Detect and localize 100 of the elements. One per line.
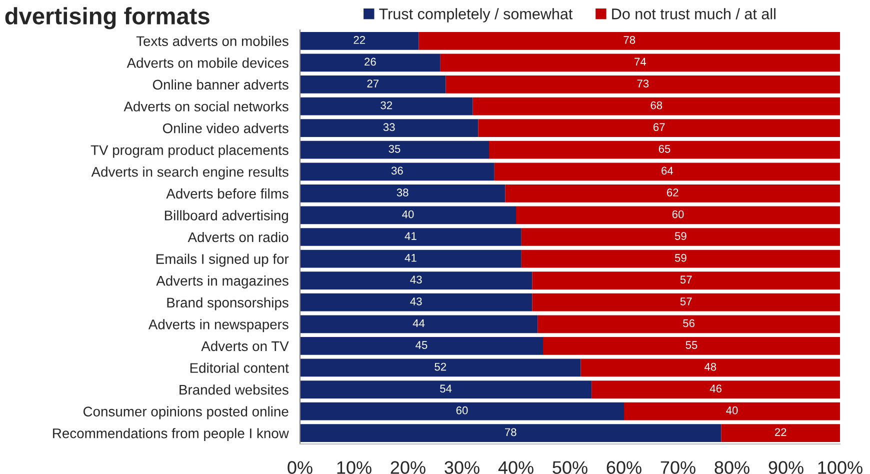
bar xyxy=(624,402,840,420)
bar xyxy=(300,97,473,116)
x-tick-label: 80% xyxy=(714,461,750,474)
data-label: 44 xyxy=(412,319,425,328)
bar xyxy=(494,162,840,181)
x-tick-label: 50% xyxy=(552,461,588,474)
y-tick-label: Adverts in search engine results xyxy=(91,166,288,180)
y-tick-label: Adverts on social networks xyxy=(124,101,288,112)
legend-label: Trust completely / somewhat xyxy=(379,8,573,22)
data-label: 45 xyxy=(416,341,428,349)
x-tick-label: 0% xyxy=(288,461,312,474)
data-label: 38 xyxy=(396,188,408,196)
y-tick-label: Adverts on TV xyxy=(201,340,289,352)
data-label: 41 xyxy=(404,232,416,240)
data-label: 59 xyxy=(674,254,686,262)
bar xyxy=(300,162,494,181)
bar xyxy=(543,337,840,355)
data-label: 43 xyxy=(410,297,422,306)
data-label: 27 xyxy=(367,80,379,88)
data-label: 22 xyxy=(354,36,366,44)
y-tick-label: Adverts on mobile devices xyxy=(126,58,288,68)
bar xyxy=(300,54,440,72)
bar xyxy=(300,228,522,246)
bar xyxy=(521,228,840,246)
y-tick-label: Online banner adverts xyxy=(152,79,288,90)
bar xyxy=(489,140,840,159)
bar xyxy=(300,272,532,290)
bar xyxy=(472,97,840,116)
data-label: 65 xyxy=(658,144,670,153)
bar xyxy=(300,140,489,159)
bar xyxy=(300,206,516,224)
data-label: 22 xyxy=(774,428,786,436)
x-tick-label: 70% xyxy=(660,461,696,474)
bar xyxy=(300,76,446,94)
data-label: 57 xyxy=(680,298,692,306)
y-tick-label: Billboard advertising xyxy=(164,210,288,224)
bar xyxy=(300,402,624,420)
bar xyxy=(440,54,840,72)
bar xyxy=(516,206,840,224)
data-label: 41 xyxy=(404,254,416,262)
data-label: 35 xyxy=(388,144,400,153)
y-tick-label: Brand sponsorships xyxy=(167,297,288,310)
data-label: 59 xyxy=(674,232,686,240)
data-label: 26 xyxy=(364,58,376,66)
data-label: 57 xyxy=(680,276,692,284)
bar xyxy=(300,184,506,202)
data-label: 60 xyxy=(456,406,468,414)
bar xyxy=(721,424,840,442)
text: dvertising formats xyxy=(5,7,210,30)
x-tick-label: 30% xyxy=(444,461,480,474)
bar xyxy=(300,424,722,442)
bar xyxy=(300,119,478,137)
data-label: 60 xyxy=(672,210,684,218)
data-label: 74 xyxy=(634,58,646,66)
legend-label: Do not trust much / at all xyxy=(612,8,776,20)
data-label: 43 xyxy=(410,276,422,284)
bar xyxy=(532,272,840,290)
bar xyxy=(446,76,840,94)
bar xyxy=(300,32,419,50)
y-tick-label: Adverts in newspapers xyxy=(148,319,288,332)
data-label: 46 xyxy=(710,384,722,393)
x-tick-label: 40% xyxy=(498,461,534,474)
bar xyxy=(580,358,840,377)
x-tick-label: 90% xyxy=(768,461,804,474)
data-label: 67 xyxy=(653,123,665,132)
bar xyxy=(300,358,581,377)
x-tick-label: 60% xyxy=(606,461,642,474)
y-tick-label: Adverts in magazines xyxy=(156,276,288,288)
x-tick-label: 10% xyxy=(337,461,372,474)
bar xyxy=(592,380,840,398)
data-label: 40 xyxy=(402,210,414,218)
bar xyxy=(538,315,840,334)
bar xyxy=(478,119,840,137)
bar xyxy=(521,250,840,268)
bar xyxy=(300,315,538,334)
x-tick-label: 20% xyxy=(390,461,426,474)
y-tick-label: Branded websites xyxy=(180,384,288,395)
x-tick-label: 100% xyxy=(818,461,862,474)
data-label: 52 xyxy=(434,362,446,371)
bar xyxy=(418,32,840,50)
y-tick-label: Texts adverts on mobiles xyxy=(136,36,288,46)
y-tick-label: Adverts before films xyxy=(166,188,288,199)
data-label: 78 xyxy=(504,428,516,436)
y-tick-label: Emails I signed up for xyxy=(156,254,289,267)
y-tick-label: TV program product placements xyxy=(90,144,288,158)
data-label: 36 xyxy=(391,166,403,175)
data-label: 55 xyxy=(686,341,698,349)
data-label: 62 xyxy=(666,188,678,196)
data-label: 40 xyxy=(726,406,738,414)
data-label: 33 xyxy=(383,123,395,132)
y-tick-label: Online video adverts xyxy=(162,123,288,134)
data-label: 64 xyxy=(662,166,674,175)
data-label: 56 xyxy=(683,319,694,328)
data-label: 32 xyxy=(380,101,392,110)
y-tick-label: Recommendations from people I know xyxy=(53,428,289,442)
bar xyxy=(532,293,840,312)
y-tick-label: Consumer opinions posted online xyxy=(83,406,288,420)
bar xyxy=(505,184,840,202)
bar xyxy=(300,250,522,268)
data-label: 54 xyxy=(440,384,452,393)
